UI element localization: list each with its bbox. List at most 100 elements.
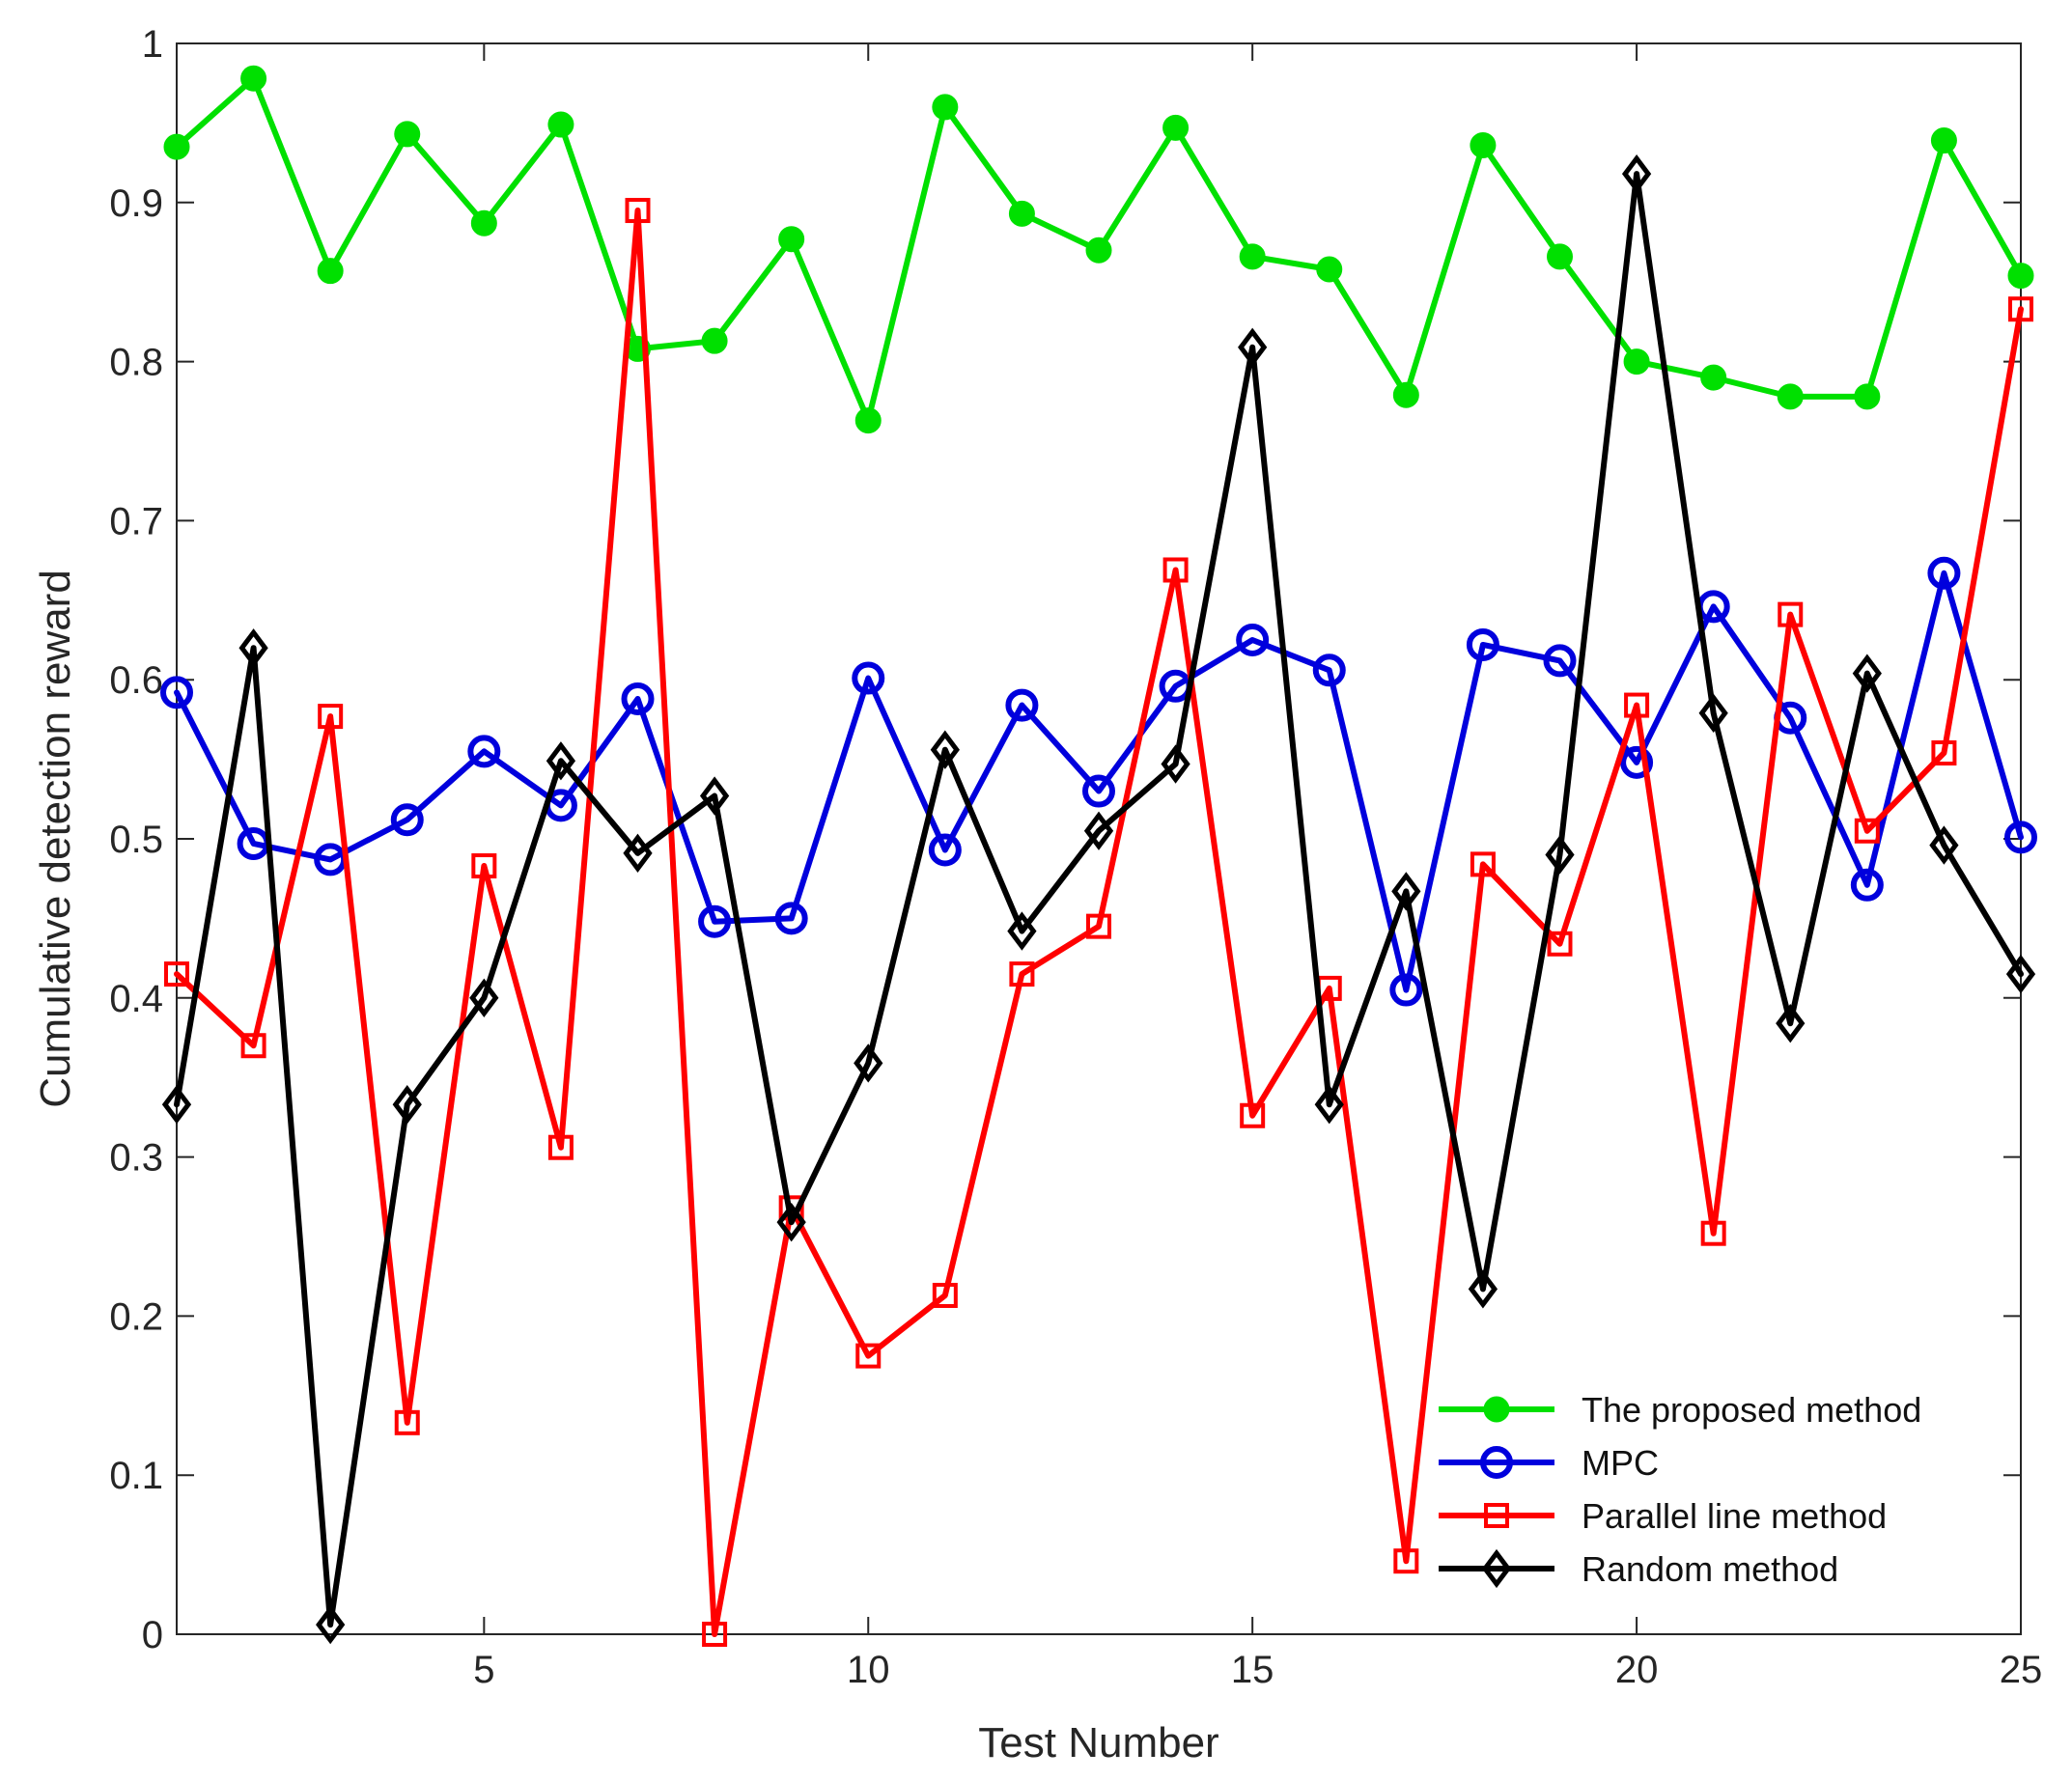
x-tick-label: 15 <box>1231 1649 1274 1691</box>
data-point <box>1545 835 1575 875</box>
series-line <box>174 171 2024 1628</box>
series-layer <box>160 65 2037 1647</box>
data-point <box>778 226 805 253</box>
data-point <box>547 1134 574 1160</box>
plot-area-frame <box>176 42 2022 1635</box>
data-point <box>1778 601 1804 627</box>
x-tick-label: 20 <box>1615 1649 1659 1691</box>
legend-swatch-marker <box>1483 1396 1510 1423</box>
data-point <box>2008 296 2033 322</box>
y-tick-label: 0.1 <box>109 1455 163 1497</box>
data-point <box>546 741 576 781</box>
data-point <box>852 661 885 695</box>
data-point <box>930 730 960 769</box>
data-point <box>164 961 189 987</box>
data-point <box>1236 624 1270 656</box>
data-point <box>547 111 574 138</box>
data-point <box>1623 348 1650 375</box>
data-point <box>2007 263 2034 290</box>
data-point <box>1620 745 1654 779</box>
data-point <box>1005 688 1039 722</box>
data-point <box>774 902 808 935</box>
data-point <box>699 776 730 816</box>
data-point <box>1161 744 1190 784</box>
y-tick-label: 1 <box>142 23 163 66</box>
data-point <box>1927 556 1961 590</box>
data-point <box>1700 1220 1726 1246</box>
data-point <box>1008 200 1035 227</box>
data-point <box>1392 381 1419 408</box>
data-point <box>1162 114 1190 141</box>
x-axis-label: Test Number <box>978 1719 1218 1766</box>
data-point <box>932 94 959 121</box>
data-point <box>623 833 653 873</box>
data-point <box>625 198 651 224</box>
data-point <box>1547 243 1573 270</box>
legend-label: The proposed method <box>1582 1390 1921 1430</box>
data-point <box>161 1085 192 1125</box>
data-point <box>1312 654 1346 687</box>
x-tick-label: 25 <box>2000 1649 2043 1691</box>
legend-swatch-marker <box>1480 1446 1513 1479</box>
data-point <box>701 327 728 354</box>
data-point <box>1085 236 1112 264</box>
data-point <box>1698 693 1728 733</box>
data-point <box>1929 825 1959 865</box>
data-point <box>1624 692 1650 718</box>
data-point <box>1009 961 1035 987</box>
data-point <box>621 681 655 715</box>
data-point <box>1466 627 1499 661</box>
data-point <box>238 628 268 668</box>
data-point <box>390 803 424 837</box>
x-tick-label: 10 <box>847 1649 890 1691</box>
data-point <box>1621 153 1652 194</box>
series-mpc <box>160 556 2037 1007</box>
legend-item: The proposed method <box>1439 1390 1921 1430</box>
y-tick-label: 0.8 <box>109 342 163 384</box>
data-point <box>471 853 497 879</box>
data-point <box>394 121 421 148</box>
data-point <box>1852 654 1882 693</box>
data-point <box>1850 868 1884 902</box>
y-axis-ticks: 0 0.1 0.2 0.3 0.4 0.5 0.6 0.7 0.8 0.9 1 <box>109 23 2021 1656</box>
data-point <box>2005 954 2036 994</box>
y-axis-label: Cumulative detection reward <box>32 570 79 1108</box>
data-point <box>776 1203 806 1242</box>
data-point <box>1543 644 1577 678</box>
data-point <box>1854 818 1880 844</box>
data-point <box>467 735 501 768</box>
data-point <box>1854 383 1881 410</box>
legend: The proposed method MPC Parallel line meth… <box>1439 1390 1921 1589</box>
data-point <box>240 65 267 92</box>
data-point <box>469 978 499 1017</box>
legend-item: Parallel line method <box>1439 1496 1887 1536</box>
data-point <box>240 1033 266 1059</box>
data-point <box>702 1622 728 1647</box>
data-point <box>1391 872 1421 911</box>
legend-item: Random method <box>1439 1548 1838 1589</box>
data-point <box>1931 740 1957 766</box>
data-point <box>1240 1102 1266 1128</box>
y-tick-label: 0.2 <box>109 1295 163 1338</box>
data-point <box>1083 811 1114 850</box>
data-point <box>928 833 962 867</box>
data-point <box>1162 557 1189 583</box>
data-point <box>1393 1548 1419 1574</box>
x-tick-label: 5 <box>473 1649 494 1691</box>
x-axis-ticks: 5 10 15 20 25 <box>473 43 2042 1691</box>
legend-label: Parallel line method <box>1582 1496 1887 1536</box>
data-point <box>854 1043 883 1083</box>
data-point <box>317 258 344 285</box>
data-point <box>392 1085 422 1125</box>
y-tick-label: 0.3 <box>109 1137 163 1180</box>
data-point <box>1316 256 1343 283</box>
y-tick-label: 0.7 <box>109 500 163 542</box>
data-point <box>1468 1269 1498 1309</box>
data-point <box>1082 774 1115 808</box>
legend-swatch-marker <box>1484 1503 1509 1528</box>
data-point <box>316 1604 346 1645</box>
legend-label: Random method <box>1582 1549 1838 1589</box>
data-point <box>1930 127 1957 154</box>
data-point <box>1314 1085 1344 1125</box>
